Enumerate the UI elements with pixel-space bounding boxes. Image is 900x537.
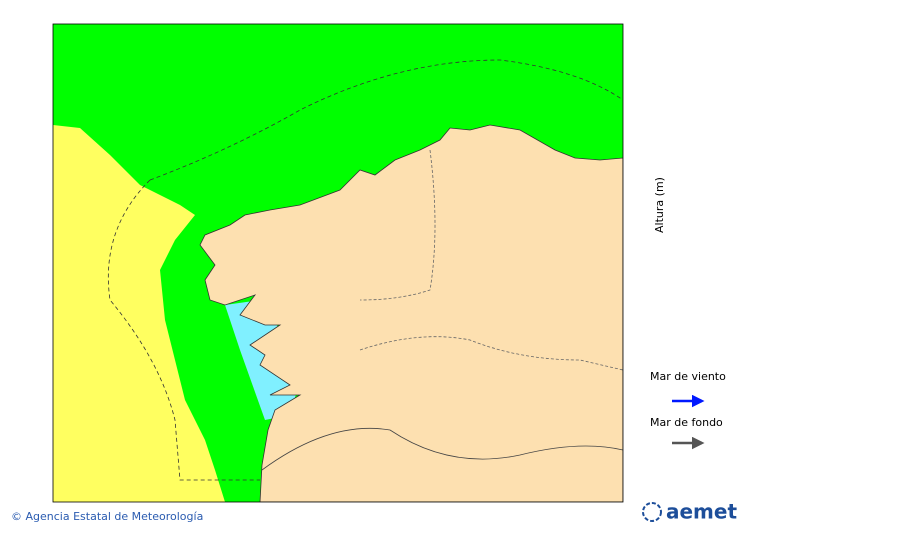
logo: aemet — [642, 500, 737, 524]
province-borders — [359, 149, 623, 371]
zone-boundary — [107, 59, 623, 481]
logo-text: aemet — [666, 500, 737, 524]
border — [261, 427, 623, 471]
credit: © Agencia Estatal de Meteorología — [11, 510, 203, 523]
map — [53, 24, 623, 502]
legend-label: Mar de viento — [650, 370, 726, 383]
legend: Mar de viento Mar de fondo — [650, 370, 726, 450]
high-sea-zone — [53, 125, 225, 502]
colorbar-label: Altura (m) — [653, 177, 666, 233]
land — [199, 124, 623, 502]
map-frame — [52, 23, 624, 503]
legend-label: Mar de fondo — [650, 416, 723, 429]
